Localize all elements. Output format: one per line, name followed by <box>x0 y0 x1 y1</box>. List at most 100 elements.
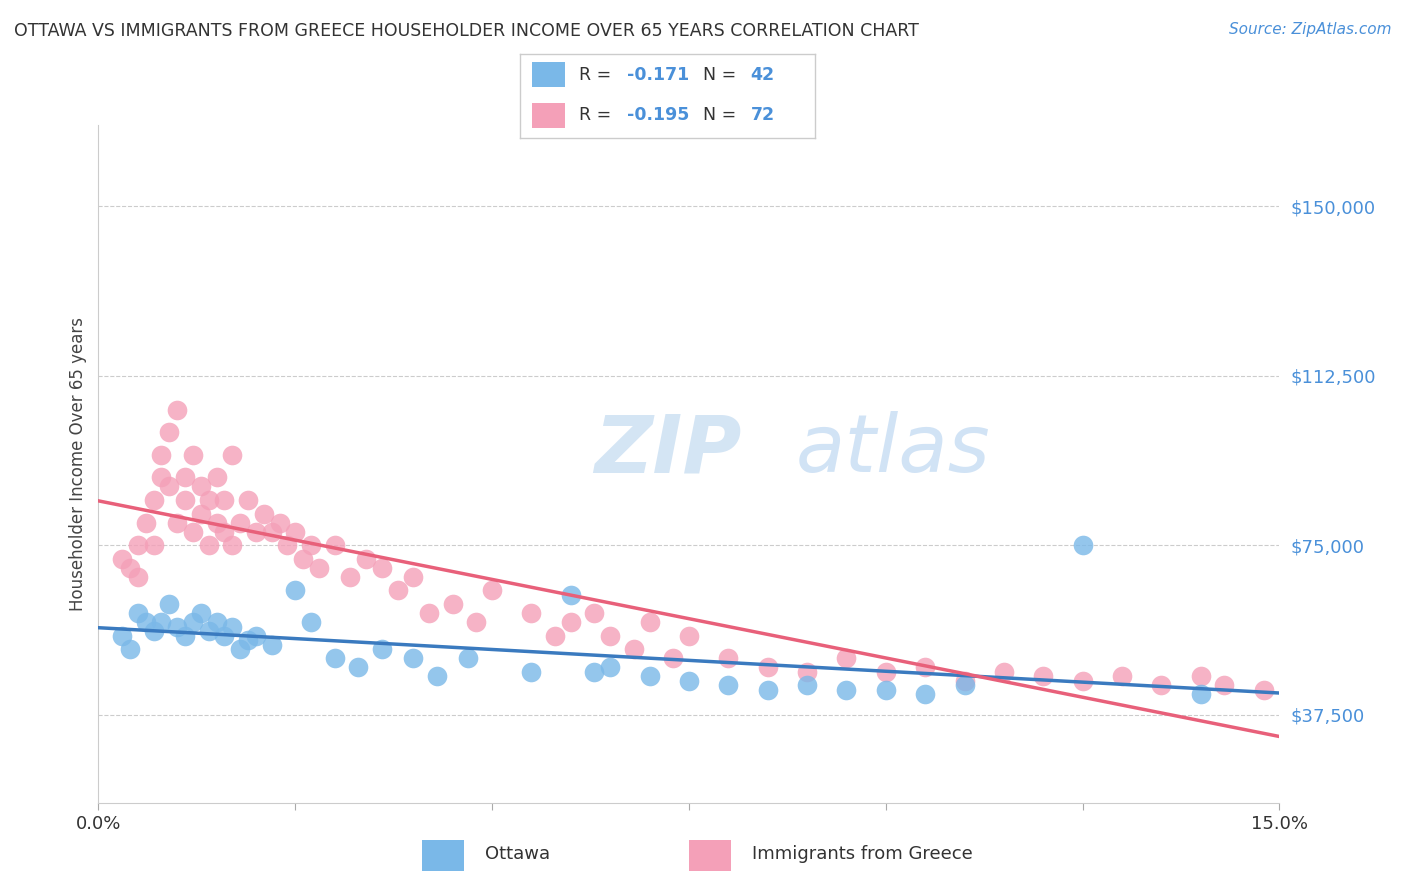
Text: -0.171: -0.171 <box>627 66 689 84</box>
Point <box>796 665 818 679</box>
Point <box>142 538 165 552</box>
Point <box>583 665 606 679</box>
Point <box>1071 538 1094 552</box>
Point <box>560 615 582 629</box>
Point <box>236 633 259 648</box>
Point <box>1111 669 1133 683</box>
Point <box>174 629 197 643</box>
Point <box>214 629 236 643</box>
Point <box>717 678 740 692</box>
Point <box>756 660 779 674</box>
Point <box>1150 678 1173 692</box>
Point <box>157 479 180 493</box>
Point <box>953 678 976 692</box>
Point <box>150 448 173 462</box>
Point <box>253 507 276 521</box>
Bar <box>531 103 565 128</box>
Point <box>181 524 204 539</box>
Point <box>638 669 661 683</box>
Point <box>166 619 188 633</box>
Point <box>127 570 149 584</box>
Point <box>284 583 307 598</box>
Point <box>190 507 212 521</box>
Text: 72: 72 <box>751 106 775 124</box>
Point <box>457 651 479 665</box>
Point <box>245 629 267 643</box>
Point <box>560 588 582 602</box>
Point <box>371 561 394 575</box>
Text: Immigrants from Greece: Immigrants from Greece <box>752 845 973 863</box>
Point <box>190 606 212 620</box>
Point <box>953 673 976 688</box>
Point <box>662 651 685 665</box>
Point <box>127 606 149 620</box>
Point <box>299 615 322 629</box>
Point <box>717 651 740 665</box>
Point <box>245 524 267 539</box>
Point <box>142 624 165 638</box>
Point <box>236 493 259 508</box>
Point <box>197 493 219 508</box>
Point <box>111 629 134 643</box>
Text: R =: R = <box>579 66 617 84</box>
Point <box>914 687 936 701</box>
Point <box>520 665 543 679</box>
Point <box>197 624 219 638</box>
Point <box>678 673 700 688</box>
Point <box>118 642 141 657</box>
Point <box>308 561 330 575</box>
Text: N =: N = <box>703 106 742 124</box>
Point <box>205 516 228 530</box>
Text: atlas: atlas <box>796 411 990 490</box>
Point <box>441 597 464 611</box>
Point <box>205 470 228 484</box>
Point <box>260 524 283 539</box>
Point <box>583 606 606 620</box>
Point <box>426 669 449 683</box>
Point <box>599 629 621 643</box>
Point <box>229 642 252 657</box>
Point <box>465 615 488 629</box>
Point <box>339 570 361 584</box>
Point <box>993 665 1015 679</box>
Point <box>260 638 283 652</box>
Point <box>229 516 252 530</box>
Text: OTTAWA VS IMMIGRANTS FROM GREECE HOUSEHOLDER INCOME OVER 65 YEARS CORRELATION CH: OTTAWA VS IMMIGRANTS FROM GREECE HOUSEHO… <box>14 22 920 40</box>
Bar <box>422 839 464 871</box>
Text: Ottawa: Ottawa <box>485 845 550 863</box>
Point <box>197 538 219 552</box>
Point <box>678 629 700 643</box>
Point <box>174 493 197 508</box>
Point <box>387 583 409 598</box>
Point <box>1253 682 1275 697</box>
Point <box>214 493 236 508</box>
Point <box>166 402 188 417</box>
Point <box>756 682 779 697</box>
Point <box>875 665 897 679</box>
Point <box>323 538 346 552</box>
Point <box>205 615 228 629</box>
Point <box>323 651 346 665</box>
Point <box>157 597 180 611</box>
Point <box>221 619 243 633</box>
Point <box>181 448 204 462</box>
Point <box>214 524 236 539</box>
Text: N =: N = <box>703 66 742 84</box>
Point <box>292 551 315 566</box>
Point <box>347 660 370 674</box>
Bar <box>689 839 731 871</box>
Point <box>299 538 322 552</box>
Point <box>638 615 661 629</box>
Text: R =: R = <box>579 106 617 124</box>
Text: Source: ZipAtlas.com: Source: ZipAtlas.com <box>1229 22 1392 37</box>
Point <box>127 538 149 552</box>
Point <box>835 682 858 697</box>
Point <box>418 606 440 620</box>
Point <box>875 682 897 697</box>
Point <box>118 561 141 575</box>
Point <box>1032 669 1054 683</box>
Y-axis label: Householder Income Over 65 years: Householder Income Over 65 years <box>69 317 87 611</box>
Point <box>269 516 291 530</box>
Text: 42: 42 <box>751 66 775 84</box>
Point <box>796 678 818 692</box>
